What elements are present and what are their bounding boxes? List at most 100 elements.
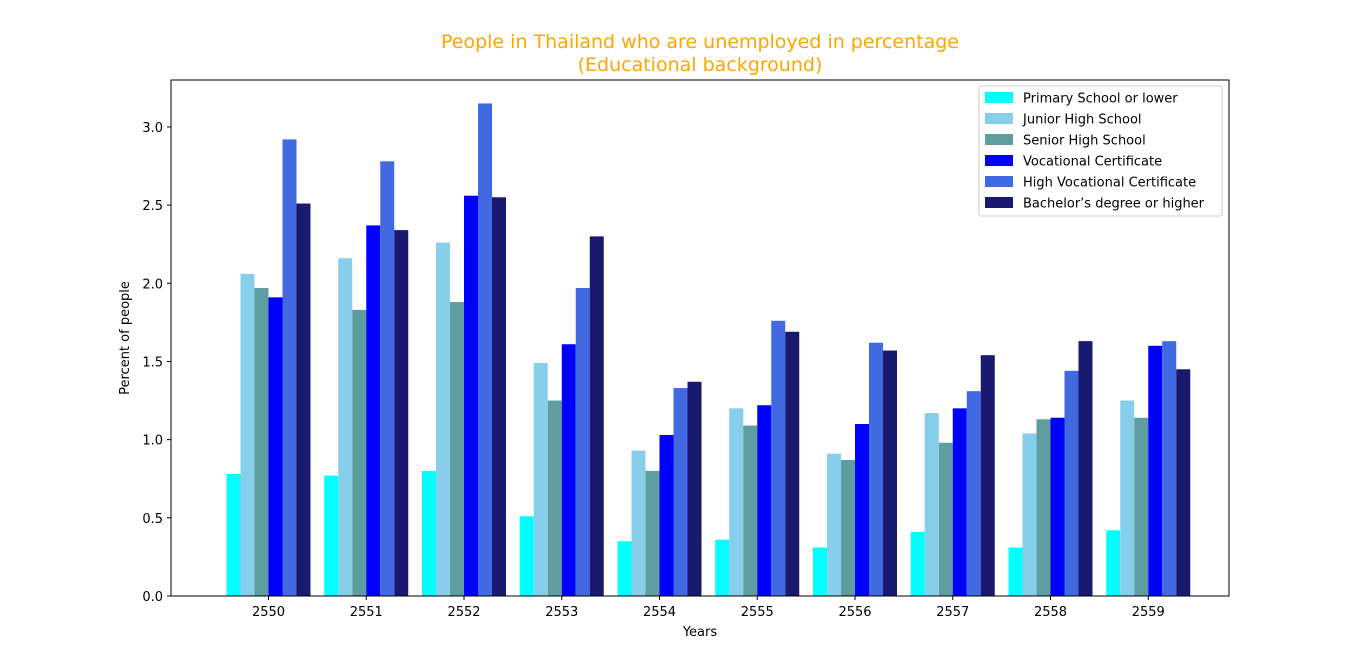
bar-2-2555	[729, 408, 744, 596]
bar-4-2551	[366, 225, 381, 596]
bar-6-2553	[589, 236, 604, 596]
bar-6-2550	[296, 203, 311, 596]
bar-2-2550	[240, 273, 255, 596]
bars-group	[226, 103, 1191, 597]
bar-3-2557	[938, 442, 953, 596]
y-tick-label: 2.5	[142, 199, 163, 214]
y-axis: 0.0 0.5 1.0 1.5 2.0 2.5 3.0	[142, 121, 171, 605]
x-axis-label: Years	[682, 625, 718, 640]
x-tick-label: 2559	[1132, 605, 1165, 620]
bar-2-2557	[924, 413, 939, 596]
x-tick-label: 2557	[936, 605, 969, 620]
bar-1-2559	[1106, 530, 1121, 596]
bar-4-2559	[1148, 345, 1163, 596]
bar-4-2556	[855, 424, 869, 596]
bar-4-2550	[268, 297, 283, 596]
bar-5-2555	[771, 320, 786, 596]
bar-3-2558	[1036, 419, 1051, 596]
bar-5-2551	[380, 161, 395, 597]
legend-swatch	[985, 176, 1013, 187]
bar-4-2557	[952, 408, 967, 596]
bar-4-2554	[659, 434, 674, 596]
bar-1-2552	[422, 470, 436, 596]
chart-title: People in Thailand who are unemployed in…	[441, 31, 959, 53]
bar-1-2555	[715, 539, 730, 596]
bar-1-2554	[617, 541, 632, 596]
y-tick-label: 0.5	[142, 512, 163, 527]
bar-2-2553	[533, 363, 548, 596]
x-tick-label: 2553	[545, 605, 578, 620]
bar-5-2558	[1064, 370, 1079, 596]
chart-subtitle: (Educational background)	[578, 54, 823, 76]
bar-4-2552	[464, 195, 478, 596]
bar-5-2554	[673, 388, 688, 596]
bar-6-2557	[980, 355, 995, 596]
legend-label: Bachelor’s degree or higher	[1023, 197, 1205, 212]
bar-2-2558	[1022, 433, 1037, 596]
legend-swatch	[985, 197, 1013, 208]
bar-4-2558	[1050, 417, 1065, 596]
bar-6-2554	[687, 381, 702, 596]
bar-4-2553	[561, 344, 576, 596]
bar-3-2551	[352, 309, 367, 596]
bar-1-2551	[324, 475, 339, 596]
legend-label: Primary School or lower	[1023, 92, 1178, 107]
bar-6-2556	[883, 350, 897, 596]
bar-2-2556	[827, 453, 841, 596]
bar-6-2559	[1176, 369, 1191, 596]
legend: Primary School or lower Junior High Schoo…	[978, 85, 1223, 217]
bar-6-2552	[492, 197, 506, 597]
y-tick-label: 1.5	[142, 355, 163, 370]
bar-5-2553	[575, 287, 590, 596]
y-tick-label: 0.0	[142, 590, 163, 605]
legend-label: High Vocational Certificate	[1023, 176, 1196, 191]
bar-3-2550	[254, 287, 269, 596]
bar-3-2554	[645, 470, 660, 596]
x-tick-label: 2558	[1034, 605, 1067, 620]
legend-label: Vocational Certificate	[1023, 155, 1162, 170]
bar-5-2550	[282, 139, 297, 596]
bar-3-2559	[1134, 417, 1149, 596]
x-axis: 2550 2551 2552 2553 2554 2555 2556 2557 2558 2559	[252, 596, 1165, 620]
bar-4-2555	[757, 405, 772, 596]
bar-3-2555	[743, 425, 758, 596]
x-tick-label: 2554	[643, 605, 676, 620]
bar-3-2556	[841, 459, 855, 596]
x-tick-label: 2551	[350, 605, 383, 620]
bar-6-2555	[785, 331, 800, 596]
bar-1-2556	[813, 547, 827, 596]
y-axis-label: Percent of people	[118, 281, 133, 395]
bar-3-2553	[547, 400, 562, 596]
bar-6-2551	[394, 230, 409, 597]
y-tick-label: 2.0	[142, 277, 163, 292]
plot-frame	[170, 79, 1230, 597]
bar-1-2557	[910, 531, 925, 596]
legend-swatch	[985, 92, 1013, 103]
bar-1-2558	[1008, 547, 1023, 596]
bar-5-2559	[1162, 341, 1177, 596]
bar-2-2552	[436, 242, 450, 597]
bar-1-2553	[519, 516, 534, 596]
bar-5-2552	[478, 103, 492, 597]
x-tick-label: 2556	[838, 605, 871, 620]
legend-swatch	[985, 113, 1013, 124]
bar-5-2556	[869, 342, 883, 596]
bar-3-2552	[450, 302, 464, 596]
bar-2-2551	[338, 258, 353, 596]
legend-swatch	[985, 134, 1013, 145]
legend-swatch	[985, 155, 1013, 166]
legend-box	[978, 85, 1223, 217]
y-tick-label: 1.0	[142, 434, 163, 449]
x-tick-label: 2550	[252, 605, 285, 620]
bar-2-2554	[631, 450, 646, 596]
legend-label: Junior High School	[1022, 113, 1142, 128]
bar-6-2558	[1078, 341, 1093, 596]
y-tick-label: 3.0	[142, 121, 163, 136]
x-tick-label: 2552	[447, 605, 480, 620]
bar-5-2557	[966, 391, 981, 596]
x-tick-label: 2555	[741, 605, 774, 620]
legend-label: Senior High School	[1023, 134, 1146, 149]
bar-2-2559	[1120, 400, 1135, 596]
bar-1-2550	[226, 474, 241, 596]
